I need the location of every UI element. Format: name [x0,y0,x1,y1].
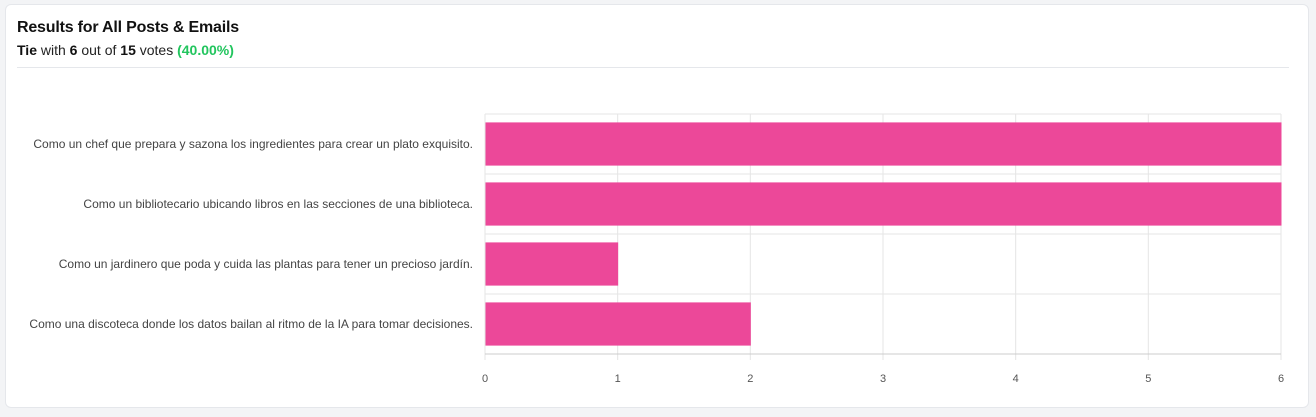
bar [485,122,1282,166]
x-tick-label: 6 [1278,373,1284,385]
category-label: Como un chef que prepara y sazona los in… [33,137,473,151]
x-tick-label: 3 [880,373,886,385]
results-summary: Tie with 6 out of 15 votes (40.00%) [17,42,234,58]
results-title: Results for All Posts & Emails [17,19,239,36]
bar [485,302,751,346]
result-word: Tie [17,42,37,58]
category-label: Como un jardinero que poda y cuida las p… [59,257,473,271]
with-text: with [40,42,66,58]
x-tick-label: 0 [482,373,488,385]
x-tick-label: 1 [615,373,621,385]
out-of-text: out of [81,42,117,58]
percent-value: (40.00%) [177,42,234,58]
header-divider [17,67,1289,68]
bar [485,242,619,286]
x-tick-label: 4 [1013,373,1019,385]
votes-word: votes [139,42,174,58]
bar [485,182,1282,226]
x-tick-label: 5 [1145,373,1151,385]
votes-count: 6 [69,42,78,58]
category-label: Como un bibliotecario ubicando libros en… [83,197,473,211]
x-tick-label: 2 [747,373,753,385]
category-label: Como una discoteca donde los datos baila… [29,317,473,331]
total-votes: 15 [120,42,136,58]
